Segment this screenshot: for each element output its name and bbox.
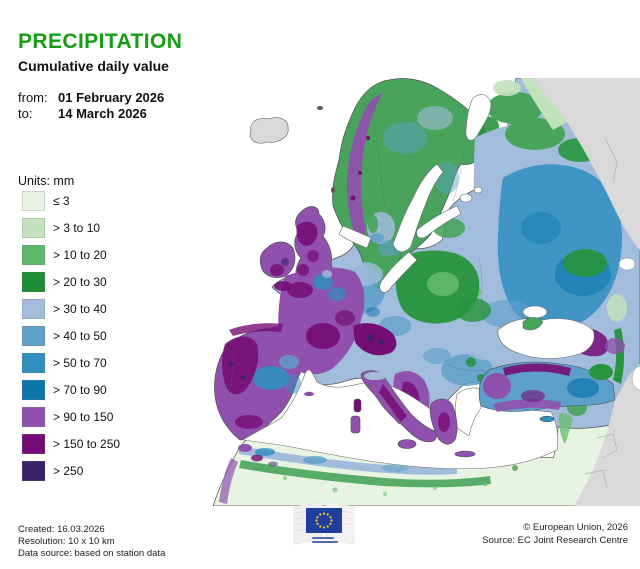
- legend-swatch: [22, 326, 45, 346]
- legend-swatch: [22, 191, 45, 211]
- balearics: [304, 391, 314, 397]
- to-label: to:: [18, 106, 33, 121]
- legend-swatch: [22, 461, 45, 481]
- legend-label: > 50 to 70: [53, 356, 107, 370]
- legend-item: > 70 to 90: [22, 380, 120, 400]
- eu-flag-stars: [315, 512, 333, 529]
- lake-ladoga: [459, 193, 473, 203]
- copyright: © European Union, 2026: [523, 522, 628, 533]
- faroe-islands: [317, 106, 323, 110]
- legend-item: > 50 to 70: [22, 353, 120, 373]
- aegean-sea: [455, 387, 484, 437]
- header: PRECIPITATION Cumulative daily value: [18, 30, 182, 74]
- legend-item: > 90 to 150: [22, 407, 120, 427]
- legend: ≤ 3 > 3 to 10 > 10 to 20 > 20 to 30 > 30…: [22, 191, 120, 488]
- legend-swatch: [22, 218, 45, 238]
- page-subtitle: Cumulative daily value: [18, 58, 169, 74]
- cyprus: [539, 415, 555, 423]
- kara-inlet: [618, 257, 636, 271]
- legend-label: > 20 to 30: [53, 275, 107, 289]
- legend-label: > 10 to 20: [53, 248, 107, 262]
- corsica: [353, 398, 362, 413]
- crimea: [522, 317, 544, 331]
- legend-swatch: [22, 407, 45, 427]
- legend-label: > 3 to 10: [53, 221, 101, 235]
- resolution: Resolution: 10 x 10 km: [18, 536, 115, 547]
- legend-item: > 250: [22, 461, 120, 481]
- date-range-to: to: 14 March 2026: [18, 106, 164, 122]
- legend-swatch: [22, 299, 45, 319]
- map-peninsulas-islands: [304, 106, 616, 458]
- legend-label: ≤ 3: [53, 194, 70, 208]
- legend-item: > 150 to 250: [22, 434, 120, 454]
- legend-label: > 250: [53, 464, 84, 478]
- legend-item: > 20 to 30: [22, 272, 120, 292]
- legend-label: > 90 to 150: [53, 410, 114, 424]
- eu-commission-logo: [292, 499, 356, 553]
- sea-of-azov: [522, 305, 548, 319]
- white-sea: [465, 94, 492, 141]
- map-metadata: Created: 16.03.2026 Resolution: 10 x 10 …: [18, 524, 165, 560]
- attribution: © European Union, 2026 Source: EC Joint …: [482, 521, 628, 547]
- legend-swatch: [22, 245, 45, 265]
- legend-swatch: [22, 380, 45, 400]
- sicily: [397, 439, 417, 449]
- caspian-edge: [631, 365, 640, 391]
- page-title: PRECIPITATION: [18, 30, 183, 53]
- data-source: Data source: based on station data: [18, 548, 166, 559]
- no-data-northeast: [532, 78, 640, 250]
- legend-label: > 30 to 40: [53, 302, 107, 316]
- legend-item: > 3 to 10: [22, 218, 120, 238]
- legend-label: > 70 to 90: [53, 383, 107, 397]
- eu-commission-logo-graphic: [293, 501, 355, 545]
- map-no-data-regions: [249, 78, 640, 506]
- date-range-from: from: 01 February 2026: [18, 90, 164, 106]
- gulf-of-finland: [416, 205, 462, 239]
- legend-label: > 150 to 250: [53, 437, 121, 451]
- date-range: from: 01 February 2026 to: 14 March 2026: [18, 90, 164, 122]
- iceland: [249, 117, 289, 144]
- legend-swatch: [22, 272, 45, 292]
- crete: [454, 450, 476, 458]
- created-date: Created: 16.03.2026: [18, 524, 105, 535]
- from-label: from:: [18, 90, 48, 105]
- baltic-sea: [379, 251, 418, 293]
- map-container: [185, 77, 640, 507]
- legend-swatch: [22, 434, 45, 454]
- source-attribution: Source: EC Joint Research Centre: [482, 535, 628, 546]
- legend-item: > 10 to 20: [22, 245, 120, 265]
- legend-swatch: [22, 353, 45, 373]
- no-data-southeast: [575, 364, 640, 506]
- lake-onega: [473, 186, 483, 194]
- from-value: 01 February 2026: [58, 90, 165, 105]
- eu-flag: [306, 508, 342, 533]
- legend-item: ≤ 3: [22, 191, 120, 211]
- to-value: 14 March 2026: [58, 106, 147, 121]
- legend-label: > 40 to 50: [53, 329, 107, 343]
- sardinia: [350, 415, 361, 434]
- skagerrak: [338, 225, 372, 249]
- legend-item: > 30 to 40: [22, 299, 120, 319]
- shetland: [331, 187, 335, 193]
- europe-precipitation-map: [185, 77, 640, 507]
- gulf-of-bothnia: [392, 163, 444, 253]
- legend-item: > 40 to 50: [22, 326, 120, 346]
- legend-units-label: Units: mm: [18, 174, 75, 188]
